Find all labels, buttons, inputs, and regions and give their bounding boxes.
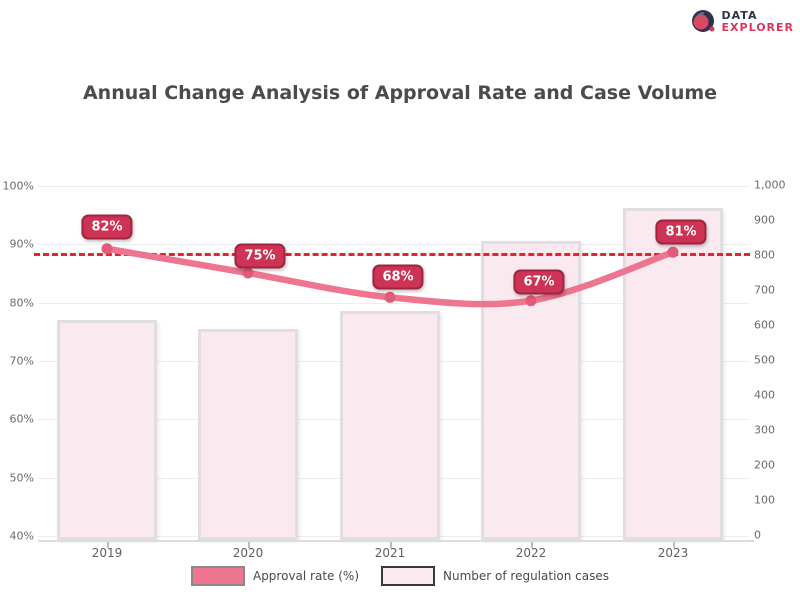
x-axis-line — [38, 540, 754, 542]
logo-globe-icon — [691, 10, 715, 32]
right-axis-tick: 600 — [754, 318, 775, 332]
x-axis-tick — [673, 542, 675, 548]
right-axis-tick: 300 — [754, 423, 775, 437]
x-axis-label-2022: 2022 — [515, 546, 547, 560]
rate-badge-2021: 68% — [372, 264, 424, 290]
rate-badge-2022: 67% — [513, 269, 565, 295]
gridline — [38, 186, 750, 187]
bar-2023 — [623, 207, 723, 541]
left-axis-tick: 50% — [9, 471, 34, 484]
rate-badge-2020: 75% — [234, 243, 286, 269]
legend-swatch-rate — [190, 566, 245, 586]
x-axis-label-2021: 2021 — [374, 546, 406, 560]
bar-2021 — [340, 311, 440, 540]
bar-2019 — [57, 319, 157, 541]
bar-2020 — [198, 328, 298, 540]
right-axis-tick: 700 — [754, 283, 775, 297]
x-axis-label-2019: 2019 — [91, 546, 123, 560]
right-axis-tick: 500 — [754, 353, 775, 367]
left-axis-tick: 70% — [9, 354, 34, 368]
logo: DATA EXPLORER — [689, 8, 794, 36]
x-axis-label-2020: 2020 — [232, 546, 264, 560]
right-axis-tick: 100 — [754, 493, 775, 507]
legend-swatch-cases — [381, 566, 435, 586]
left-axis-tick: 40% — [9, 529, 34, 543]
logo-name-line1: DATA — [721, 8, 758, 22]
left-axis-tick: 60% — [9, 412, 34, 426]
legend-label-rate: Approval rate (%) — [252, 569, 359, 583]
x-axis-tick — [390, 542, 392, 548]
right-axis-tick: 900 — [754, 213, 775, 227]
target-line — [34, 253, 750, 256]
rate-badge-2019: 82% — [81, 214, 133, 240]
left-axis-tick: 100% — [2, 179, 34, 193]
logo-name-line2: EXPLORER — [721, 21, 794, 34]
right-axis-tick: 0 — [754, 528, 761, 542]
legend-item-rate: Approval rate (%) — [190, 566, 359, 586]
x-axis-tick — [248, 542, 250, 548]
rate-badge-2023: 81% — [655, 219, 707, 245]
legend-item-cases: Number of regulation cases — [381, 566, 609, 586]
x-axis-tick — [107, 542, 109, 548]
right-axis-tick: 1,000 — [754, 178, 786, 192]
x-axis-tick — [531, 542, 533, 548]
left-axis-tick: 80% — [9, 296, 34, 310]
legend-label-cases: Number of regulation cases — [443, 569, 610, 583]
legend: Approval rate (%) Number of regulation c… — [0, 566, 800, 586]
right-axis-tick: 800 — [754, 248, 775, 262]
right-axis-tick: 400 — [754, 388, 775, 402]
x-axis-label-2023: 2023 — [657, 546, 689, 560]
chart-title: Annual Change Analysis of Approval Rate … — [82, 82, 718, 104]
left-axis-tick: 90% — [9, 237, 34, 251]
right-axis-tick: 200 — [754, 458, 775, 472]
gridline — [38, 244, 750, 246]
